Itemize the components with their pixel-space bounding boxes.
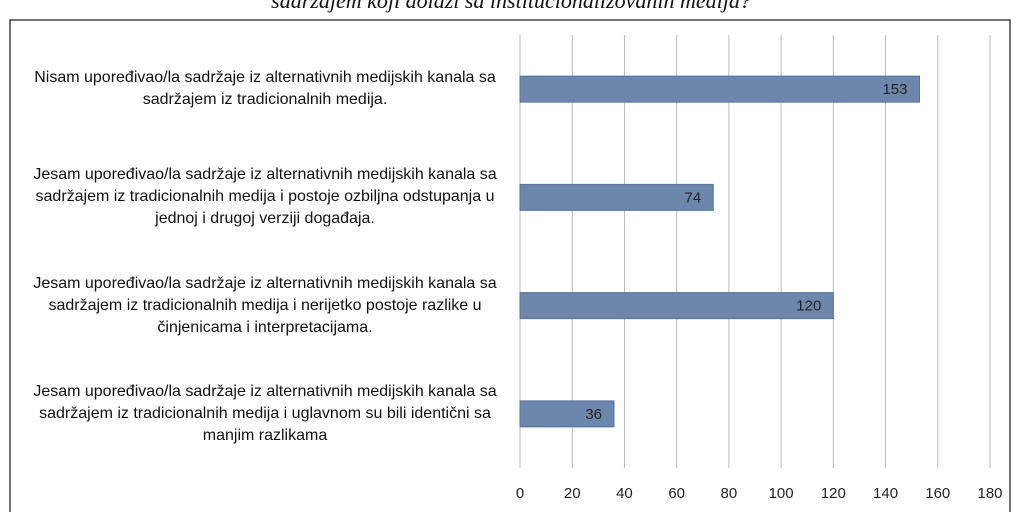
x-tick-label: 100 bbox=[769, 485, 794, 502]
bar bbox=[519, 75, 920, 103]
x-tick-label: 120 bbox=[821, 485, 846, 502]
x-tick-label: 160 bbox=[925, 485, 950, 502]
x-tick-label: 80 bbox=[721, 485, 738, 502]
x-tick-label: 180 bbox=[977, 485, 1002, 502]
x-tick-label: 140 bbox=[873, 485, 898, 502]
value-label: 74 bbox=[685, 189, 702, 206]
bar bbox=[519, 183, 714, 211]
bar bbox=[519, 400, 615, 428]
category-label: Jesam upoređivao/la sadržaje iz alternat… bbox=[33, 274, 497, 336]
category-label: Jesam upoređivao/la sadržaje iz alternat… bbox=[33, 382, 497, 444]
value-label: 120 bbox=[796, 298, 821, 315]
value-label: 36 bbox=[585, 406, 602, 423]
x-tick-label: 60 bbox=[668, 485, 685, 502]
bar bbox=[519, 292, 834, 320]
x-tick-label: 0 bbox=[516, 485, 524, 502]
chart-frame bbox=[9, 19, 1011, 512]
category-label: Jesam upoređivao/la sadržaje iz alternat… bbox=[33, 166, 497, 228]
value-label: 153 bbox=[882, 81, 907, 98]
category-label: Nisam upoređivao/la sadržaje iz alternat… bbox=[34, 69, 496, 109]
x-tick-label: 40 bbox=[616, 485, 633, 502]
chart-title: sadržajem koji dolazi sa institucionaliz… bbox=[271, 0, 751, 13]
x-tick-label: 20 bbox=[564, 485, 581, 502]
